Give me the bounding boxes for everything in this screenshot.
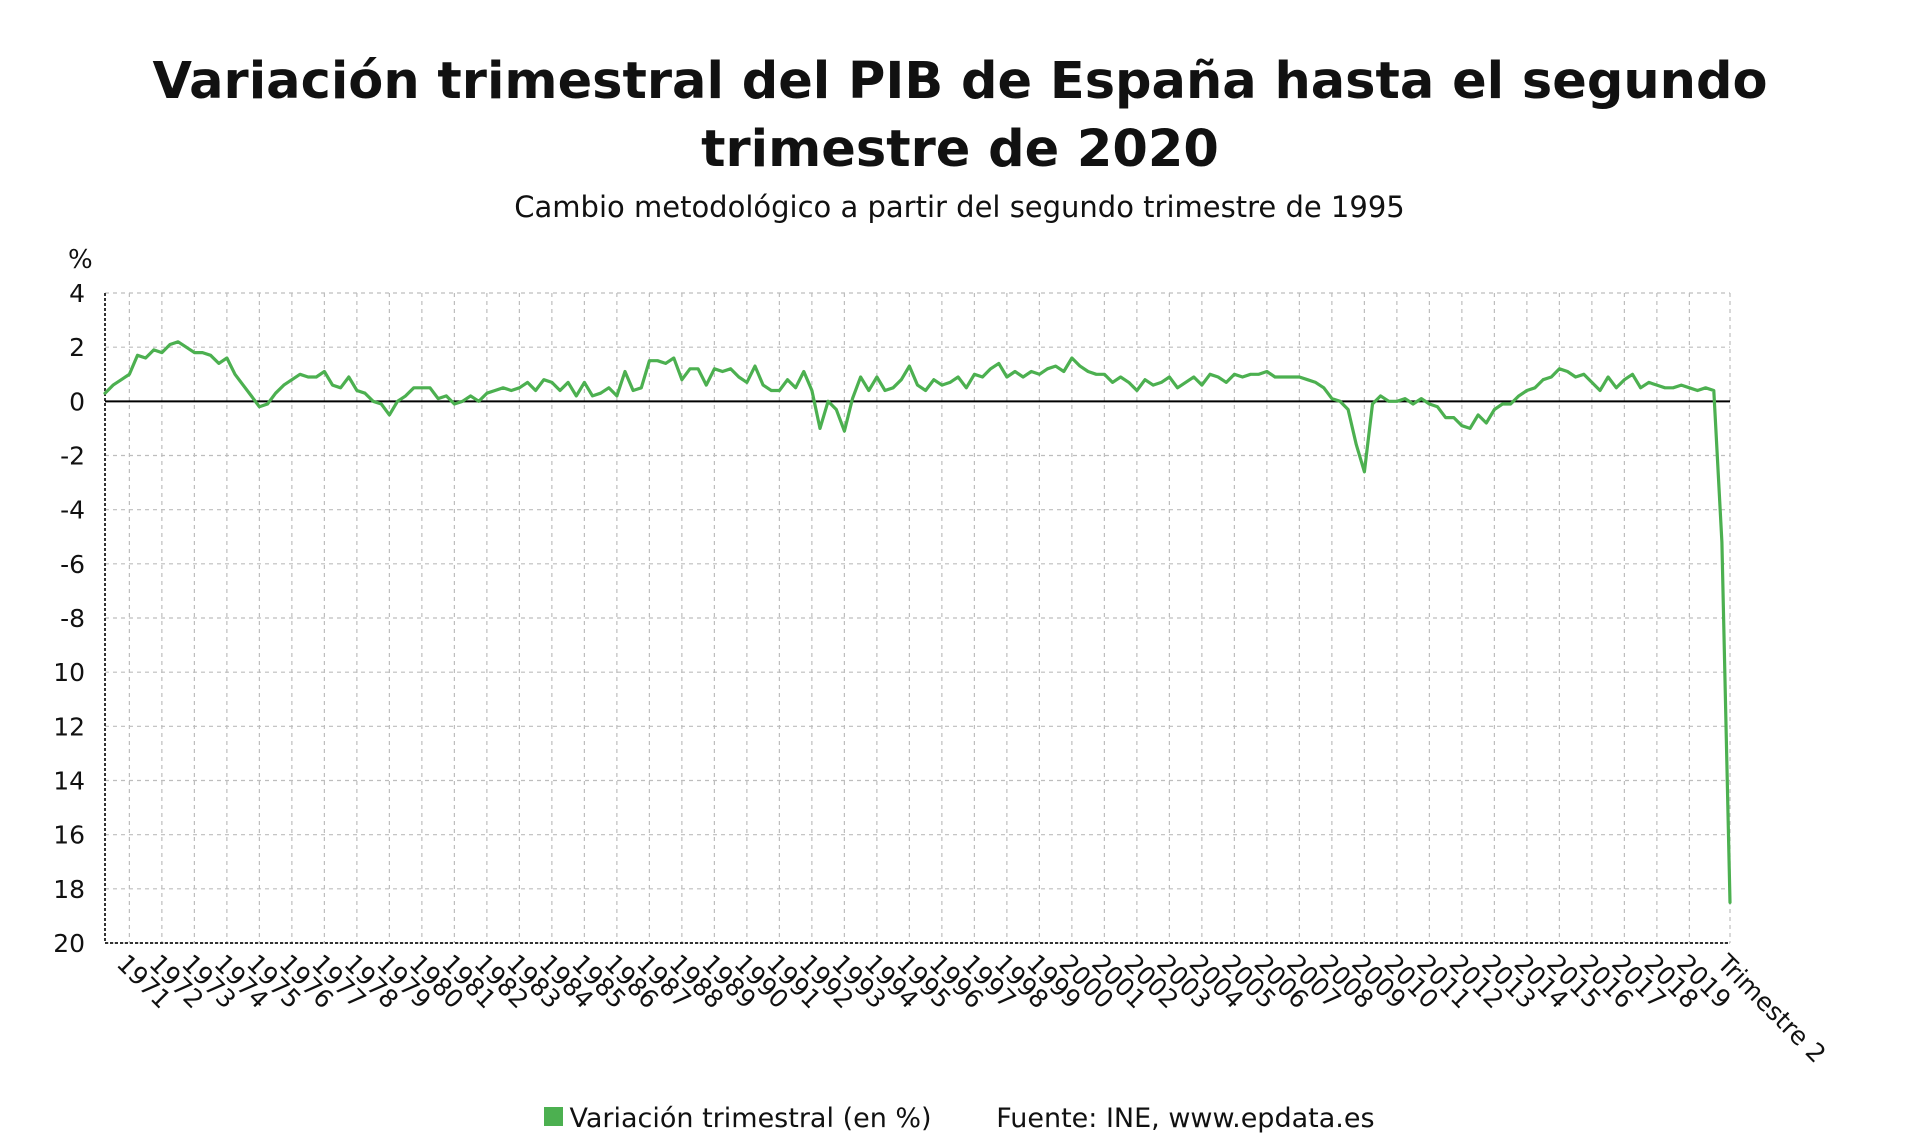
- y-tick-label: -2: [60, 442, 85, 471]
- y-tick-label: 20: [53, 929, 85, 958]
- legend-swatch: [544, 1107, 564, 1126]
- gridlines: [105, 292, 1731, 944]
- y-tick-label: -4: [60, 496, 85, 525]
- x-tick-label: Trimestre 2: [1711, 948, 1831, 1068]
- y-tick-label: -8: [60, 604, 85, 633]
- series-layer: [103, 340, 1732, 905]
- y-tick-label: 16: [53, 821, 85, 850]
- chart-title: Variación trimestral del PIB de España h…: [152, 52, 1768, 179]
- y-tick-label: 12: [53, 712, 85, 741]
- y-tick-label: 2: [69, 333, 85, 362]
- y-axis-label: %: [68, 245, 93, 275]
- chart-subtitle: Cambio metodológico a partir del segundo…: [514, 190, 1405, 224]
- y-tick-label: -6: [60, 550, 85, 579]
- y-tick-label: 4: [69, 279, 85, 308]
- y-tick-label: 0: [69, 387, 85, 416]
- legend-series-label: Variación trimestral (en %): [569, 1103, 932, 1134]
- legend: Variación trimestral (en %) Fuente: INE,…: [0, 1103, 1919, 1134]
- y-tick-label: 14: [53, 767, 85, 796]
- source-note: Fuente: INE, www.epdata.es: [996, 1103, 1375, 1134]
- x-axis-ticks: 1971197219731974197519761977197819791980…: [111, 948, 1831, 1068]
- y-tick-label: 10: [53, 658, 85, 687]
- series-line-variacion-trimestral: [103, 340, 1732, 905]
- y-tick-label: 18: [53, 875, 85, 904]
